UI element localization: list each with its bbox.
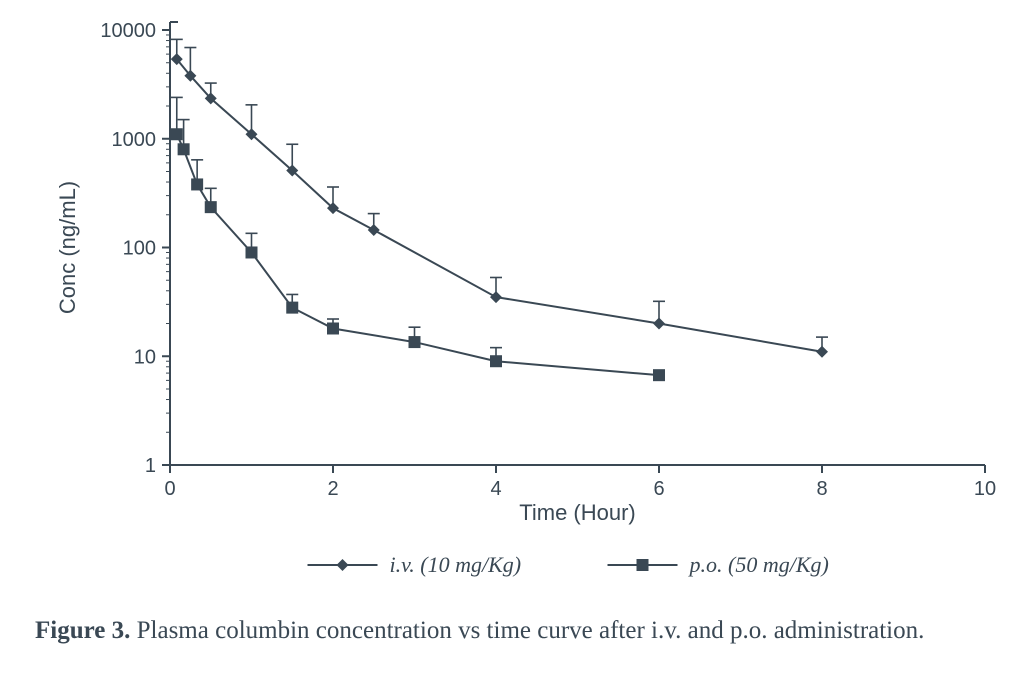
x-tick-label: 0 [164,478,175,500]
legend-label: i.v. (10 mg/Kg) [390,552,522,577]
figure-container: 1 10 100 1000 10000 0 2 4 6 8 10 Time (Hour) Conc (n… [0,0,1015,691]
figure-caption-text: Plasma columbin concentration vs time cu… [137,617,925,644]
y-tick-label: 10000 [100,20,156,42]
figure-label: Figure 3. [35,617,130,644]
y-tick-label: 1000 [112,129,157,151]
series-line [177,59,822,352]
legend-item-iv: i.v. (10 mg/Kg) [308,552,522,577]
x-tick-label: 4 [490,478,501,500]
y-tick-label: 100 [123,238,156,260]
x-tick-label: 10 [974,478,996,500]
pk-chart: 1 10 100 1000 10000 0 2 4 6 8 10 Time (Hour) Conc (n… [0,0,1015,600]
x-tick-label: 8 [816,478,827,500]
y-tick-label: 1 [145,455,156,477]
series-po [171,97,665,381]
y-axis-label: Conc (ng/mL) [55,181,80,314]
y-tick-label: 10 [134,346,156,368]
series-iv [171,39,828,357]
x-tick-label: 6 [653,478,664,500]
legend-item-po: p.o. (50 mg/Kg) [608,552,829,577]
x-axis-label: Time (Hour) [519,500,636,525]
legend-label: p.o. (50 mg/Kg) [688,552,829,577]
figure-caption: Figure 3. Plasma columbin concentration … [35,615,980,646]
x-tick-label: 2 [327,478,338,500]
